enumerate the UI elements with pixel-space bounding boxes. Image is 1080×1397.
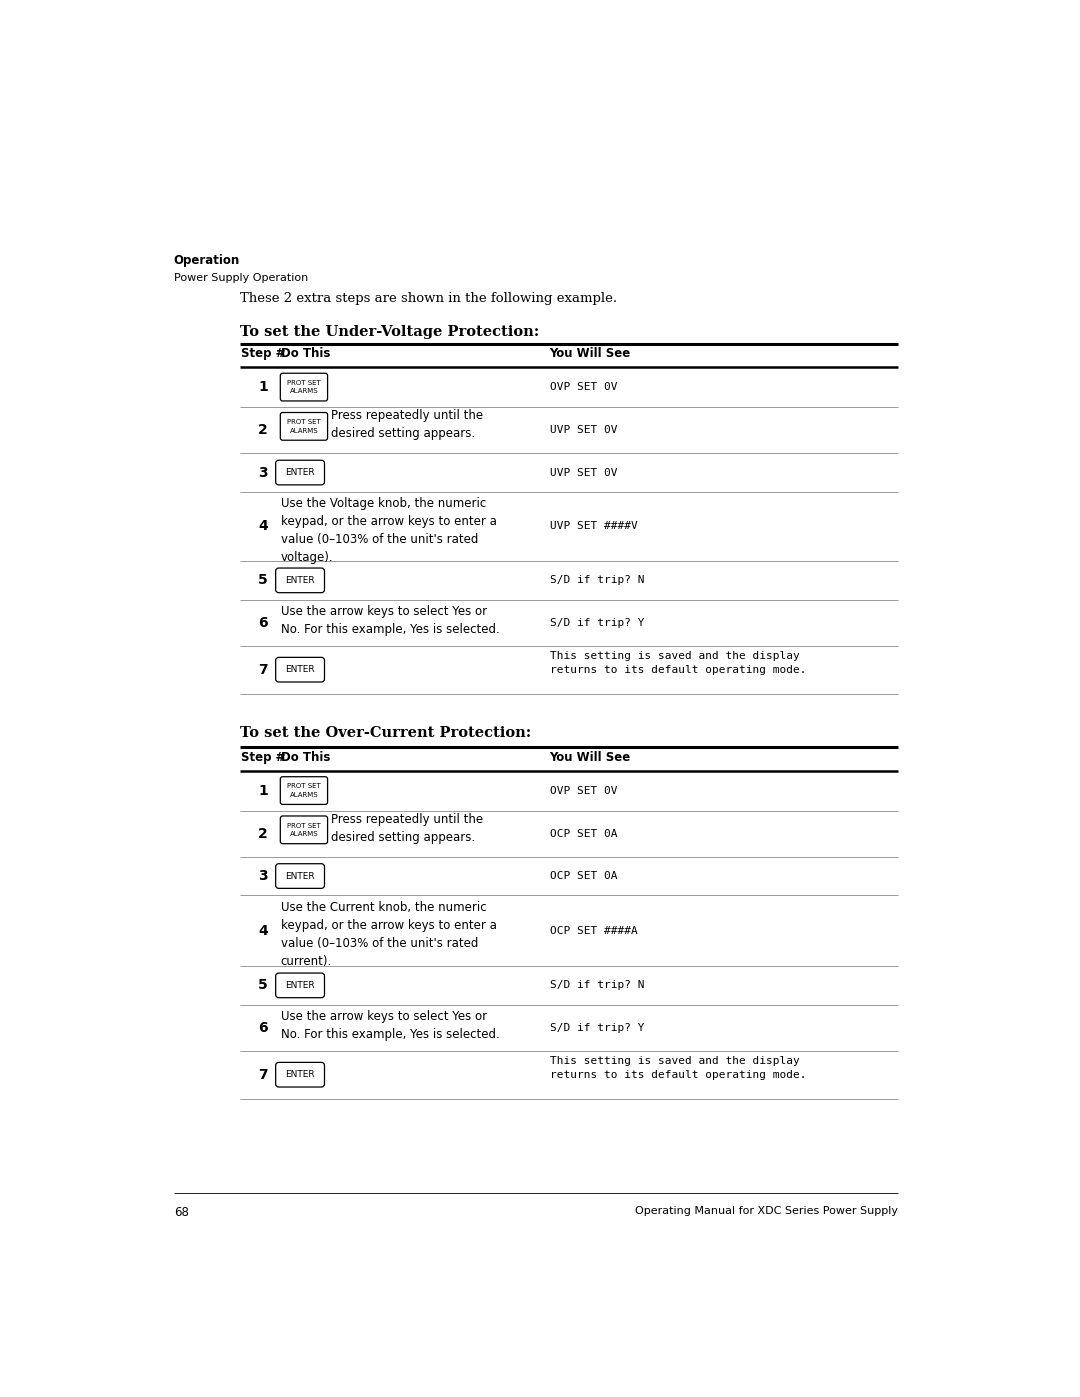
Text: Step #: Step # bbox=[241, 346, 285, 360]
Text: Do This: Do This bbox=[281, 750, 330, 764]
Text: OVP SET 0V: OVP SET 0V bbox=[550, 383, 617, 393]
Text: Use the Voltage knob, the numeric
keypad, or the arrow keys to enter a
value (0–: Use the Voltage knob, the numeric keypad… bbox=[281, 497, 497, 564]
Text: ENTER: ENTER bbox=[285, 576, 315, 585]
Text: Operation: Operation bbox=[174, 254, 240, 267]
Text: Step #: Step # bbox=[241, 750, 285, 764]
Text: To set the Over-Current Protection:: To set the Over-Current Protection: bbox=[240, 726, 531, 740]
Text: S/D if trip? N: S/D if trip? N bbox=[550, 576, 644, 585]
Text: 6: 6 bbox=[258, 616, 268, 630]
Text: 3: 3 bbox=[258, 465, 268, 479]
Text: 7: 7 bbox=[258, 662, 268, 676]
Text: ENTER: ENTER bbox=[285, 1070, 315, 1080]
Text: 7: 7 bbox=[258, 1067, 268, 1081]
Text: OVP SET 0V: OVP SET 0V bbox=[550, 785, 617, 795]
Text: Press repeatedly until the
desired setting appears.: Press repeatedly until the desired setti… bbox=[332, 813, 483, 844]
Text: OCP SET ####A: OCP SET ####A bbox=[550, 926, 637, 936]
Text: OCP SET 0A: OCP SET 0A bbox=[550, 828, 617, 838]
Text: 6: 6 bbox=[258, 1021, 268, 1035]
Text: 4: 4 bbox=[258, 520, 268, 534]
Text: 2: 2 bbox=[258, 423, 268, 437]
Text: This setting is saved and the display
returns to its default operating mode.: This setting is saved and the display re… bbox=[550, 1056, 806, 1080]
Text: ENTER: ENTER bbox=[285, 468, 315, 476]
Text: PROT SET: PROT SET bbox=[287, 419, 321, 425]
Text: Use the arrow keys to select Yes or
No. For this example, Yes is selected.: Use the arrow keys to select Yes or No. … bbox=[281, 1010, 499, 1041]
Text: OCP SET 0A: OCP SET 0A bbox=[550, 872, 617, 882]
Text: Use the Current knob, the numeric
keypad, or the arrow keys to enter a
value (0–: Use the Current knob, the numeric keypad… bbox=[281, 901, 497, 968]
Text: 1: 1 bbox=[258, 380, 268, 394]
Text: PROT SET: PROT SET bbox=[287, 784, 321, 789]
Text: ALARMS: ALARMS bbox=[289, 388, 319, 394]
Text: ALARMS: ALARMS bbox=[289, 831, 319, 837]
Text: 3: 3 bbox=[258, 869, 268, 883]
Text: Power Supply Operation: Power Supply Operation bbox=[174, 274, 308, 284]
Text: Use the arrow keys to select Yes or
No. For this example, Yes is selected.: Use the arrow keys to select Yes or No. … bbox=[281, 605, 499, 636]
Text: UVP SET 0V: UVP SET 0V bbox=[550, 425, 617, 436]
Text: PROT SET: PROT SET bbox=[287, 380, 321, 386]
Text: To set the Under-Voltage Protection:: To set the Under-Voltage Protection: bbox=[240, 326, 539, 339]
Text: This setting is saved and the display
returns to its default operating mode.: This setting is saved and the display re… bbox=[550, 651, 806, 675]
Text: UVP SET 0V: UVP SET 0V bbox=[550, 468, 617, 478]
Text: ENTER: ENTER bbox=[285, 665, 315, 675]
Text: These 2 extra steps are shown in the following example.: These 2 extra steps are shown in the fol… bbox=[240, 292, 617, 306]
Text: 1: 1 bbox=[258, 784, 268, 798]
Text: S/D if trip? Y: S/D if trip? Y bbox=[550, 1023, 644, 1032]
Text: 5: 5 bbox=[258, 978, 268, 992]
Text: PROT SET: PROT SET bbox=[287, 823, 321, 828]
Text: 5: 5 bbox=[258, 573, 268, 587]
Text: S/D if trip? N: S/D if trip? N bbox=[550, 981, 644, 990]
Text: ALARMS: ALARMS bbox=[289, 427, 319, 433]
Text: You Will See: You Will See bbox=[550, 346, 631, 360]
Text: Do This: Do This bbox=[281, 346, 330, 360]
Text: UVP SET ####V: UVP SET ####V bbox=[550, 521, 637, 531]
Text: Operating Manual for XDC Series Power Supply: Operating Manual for XDC Series Power Su… bbox=[635, 1207, 899, 1217]
Text: Press repeatedly until the
desired setting appears.: Press repeatedly until the desired setti… bbox=[332, 409, 483, 440]
Text: ALARMS: ALARMS bbox=[289, 792, 319, 798]
Text: You Will See: You Will See bbox=[550, 750, 631, 764]
Text: 4: 4 bbox=[258, 923, 268, 937]
Text: S/D if trip? Y: S/D if trip? Y bbox=[550, 617, 644, 627]
Text: 2: 2 bbox=[258, 827, 268, 841]
Text: ENTER: ENTER bbox=[285, 981, 315, 990]
Text: ENTER: ENTER bbox=[285, 872, 315, 880]
Text: 68: 68 bbox=[174, 1207, 189, 1220]
